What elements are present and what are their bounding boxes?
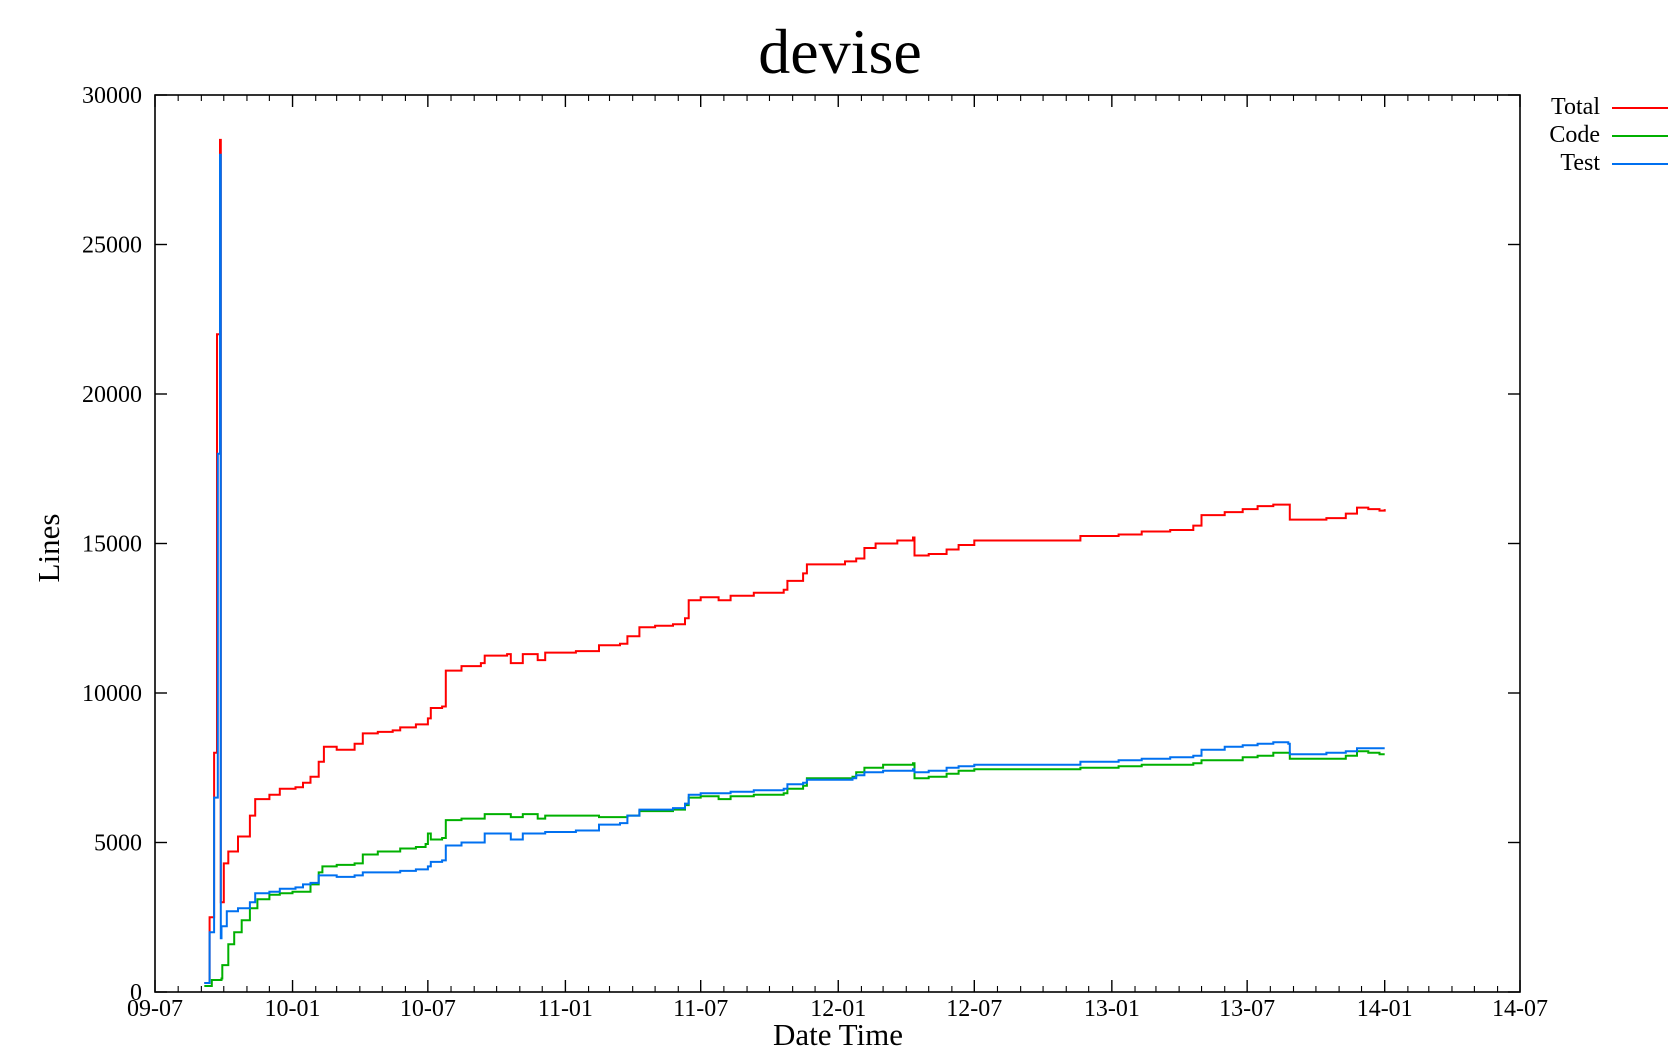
plot-area-frame <box>154 94 1521 993</box>
legend-label-total: Total <box>1551 94 1600 120</box>
y-tick-label: 30000 <box>82 83 142 109</box>
x-tick-label: 10-01 <box>265 996 321 1022</box>
x-tick-label: 12-07 <box>946 996 1002 1022</box>
y-axis-label: Lines <box>31 514 66 583</box>
x-tick-label: 11-07 <box>673 996 728 1022</box>
y-tick-label: 10000 <box>82 681 142 707</box>
x-tick-label: 13-07 <box>1219 996 1275 1022</box>
x-tick-label: 14-01 <box>1357 996 1413 1022</box>
y-tick-label: 0 <box>130 980 142 1006</box>
x-tick-label: 13-01 <box>1084 996 1140 1022</box>
y-tick-label: 25000 <box>82 233 142 259</box>
x-tick-label: 14-07 <box>1492 996 1548 1022</box>
y-tick-label: 5000 <box>94 831 142 857</box>
series-line-total <box>204 138 1386 984</box>
legend-label-test: Test <box>1560 150 1600 176</box>
legend-label-code: Code <box>1549 122 1600 148</box>
series-line-code <box>204 750 1385 987</box>
y-tick-label: 20000 <box>82 382 142 408</box>
x-tick-label: 09-07 <box>127 996 183 1022</box>
y-tick-label: 15000 <box>82 532 142 558</box>
x-tick-label: 12-01 <box>810 996 866 1022</box>
series-line-test <box>204 153 1385 984</box>
x-axis-label: Date Time <box>773 1017 903 1050</box>
chart-title: devise <box>758 16 922 87</box>
x-tick-label: 10-07 <box>400 996 456 1022</box>
x-tick-label: 11-01 <box>538 996 593 1022</box>
